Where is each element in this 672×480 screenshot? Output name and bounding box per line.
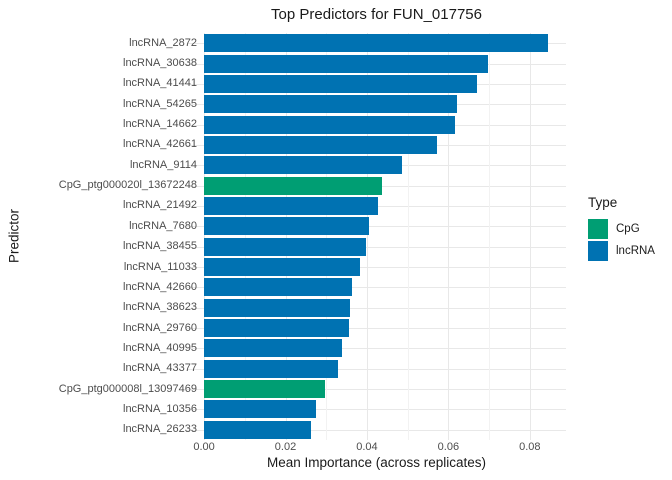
gridline-x-major bbox=[204, 33, 206, 440]
bar-lncRNA_40995 bbox=[204, 339, 342, 358]
gridline-y bbox=[187, 328, 566, 330]
legend-label: lncRNA bbox=[616, 245, 655, 257]
bar-lncRNA_2872 bbox=[204, 34, 549, 53]
bar-CpG_ptg000008l_13097469 bbox=[204, 380, 325, 399]
y-tick-label: lncRNA_29760 bbox=[123, 321, 197, 334]
y-tick-label: lncRNA_7680 bbox=[129, 219, 197, 232]
bar-lncRNA_42660 bbox=[204, 278, 352, 297]
bar-lncRNA_14662 bbox=[204, 115, 455, 134]
chart-panel bbox=[187, 33, 566, 440]
y-tick-label: lncRNA_26233 bbox=[123, 423, 197, 436]
gridline-x-major bbox=[285, 33, 287, 440]
legend-title: Type bbox=[588, 195, 618, 210]
plot-title: Top Predictors for FUN_017756 bbox=[271, 6, 482, 23]
gridline-x-major bbox=[529, 33, 531, 440]
y-axis-title: Predictor bbox=[6, 208, 22, 264]
gridline-y bbox=[187, 368, 566, 370]
gridline-y bbox=[187, 389, 566, 391]
gridline-y bbox=[187, 307, 566, 309]
gridline-y bbox=[187, 267, 566, 269]
bar-lncRNA_38623 bbox=[204, 298, 350, 317]
x-tick-label: 0.00 bbox=[193, 441, 215, 453]
y-tick-label: lncRNA_42660 bbox=[123, 280, 197, 293]
gridline-x-major bbox=[366, 33, 368, 440]
y-tick-label: lncRNA_14662 bbox=[123, 118, 197, 131]
legend: Type CpG lncRNA bbox=[588, 195, 655, 263]
gridline-y bbox=[187, 429, 566, 431]
gridline-y bbox=[187, 287, 566, 289]
legend-label: CpG bbox=[616, 223, 640, 235]
y-tick-label: lncRNA_9114 bbox=[129, 158, 197, 171]
y-tick-label: lncRNA_11033 bbox=[123, 260, 197, 273]
bar-lncRNA_21492 bbox=[204, 196, 378, 215]
y-tick-label: lncRNA_54265 bbox=[123, 97, 197, 110]
bar-lncRNA_38455 bbox=[204, 237, 366, 256]
gridline-y bbox=[187, 348, 566, 350]
bar-lncRNA_42661 bbox=[204, 135, 437, 154]
gridline-y bbox=[187, 246, 566, 248]
gridline-y bbox=[187, 226, 566, 228]
gridline-x-minor bbox=[244, 33, 246, 440]
y-tick-label: CpG_ptg000020l_13672248 bbox=[58, 179, 197, 192]
bar-lncRNA_29760 bbox=[204, 319, 349, 338]
y-tick-label: lncRNA_30638 bbox=[123, 57, 197, 70]
y-tick-label: lncRNA_42661 bbox=[123, 138, 197, 151]
bar-lncRNA_7680 bbox=[204, 217, 369, 236]
bar-lncRNA_41441 bbox=[204, 74, 477, 93]
bar-lncRNA_26233 bbox=[204, 420, 312, 439]
y-tick-label: lncRNA_21492 bbox=[123, 199, 197, 212]
y-tick-label: lncRNA_2872 bbox=[129, 36, 197, 49]
legend-swatch-lncRNA bbox=[588, 241, 608, 261]
bar-lncRNA_11033 bbox=[204, 258, 360, 277]
y-tick-label: lncRNA_41441 bbox=[123, 77, 197, 90]
x-tick-label: 0.08 bbox=[519, 441, 541, 453]
bar-lncRNA_30638 bbox=[204, 54, 488, 73]
bar-lncRNA_43377 bbox=[204, 359, 339, 378]
x-tick-label: 0.02 bbox=[274, 441, 297, 453]
gridline-x-major bbox=[448, 33, 450, 440]
gridline-y bbox=[187, 409, 566, 411]
gridline-x-minor bbox=[489, 33, 491, 440]
bar-CpG_ptg000020l_13672248 bbox=[204, 176, 383, 195]
bar-lncRNA_10356 bbox=[204, 400, 317, 419]
y-tick-label: lncRNA_10356 bbox=[123, 402, 197, 415]
legend-entry-lncRNA: lncRNA bbox=[588, 241, 655, 261]
legend-entries: CpG lncRNA bbox=[588, 219, 655, 261]
gridline-x-minor bbox=[407, 33, 409, 440]
legend-entry-CpG: CpG bbox=[588, 219, 655, 239]
y-tick-label: lncRNA_40995 bbox=[123, 341, 197, 354]
x-axis-title: Mean Importance (across replicates) bbox=[266, 455, 487, 470]
x-tick-label: 0.06 bbox=[437, 441, 460, 453]
y-tick-label: lncRNA_38455 bbox=[123, 240, 197, 253]
gridline-x-minor bbox=[326, 33, 328, 440]
x-tick-label: 0.04 bbox=[356, 441, 378, 453]
legend-swatch-CpG bbox=[588, 219, 608, 239]
y-tick-label: lncRNA_43377 bbox=[123, 362, 197, 375]
bar-lncRNA_54265 bbox=[204, 95, 457, 114]
bar-lncRNA_9114 bbox=[204, 156, 402, 175]
y-tick-label: lncRNA_38623 bbox=[123, 301, 197, 314]
y-tick-label: CpG_ptg000008l_13097469 bbox=[58, 382, 197, 395]
